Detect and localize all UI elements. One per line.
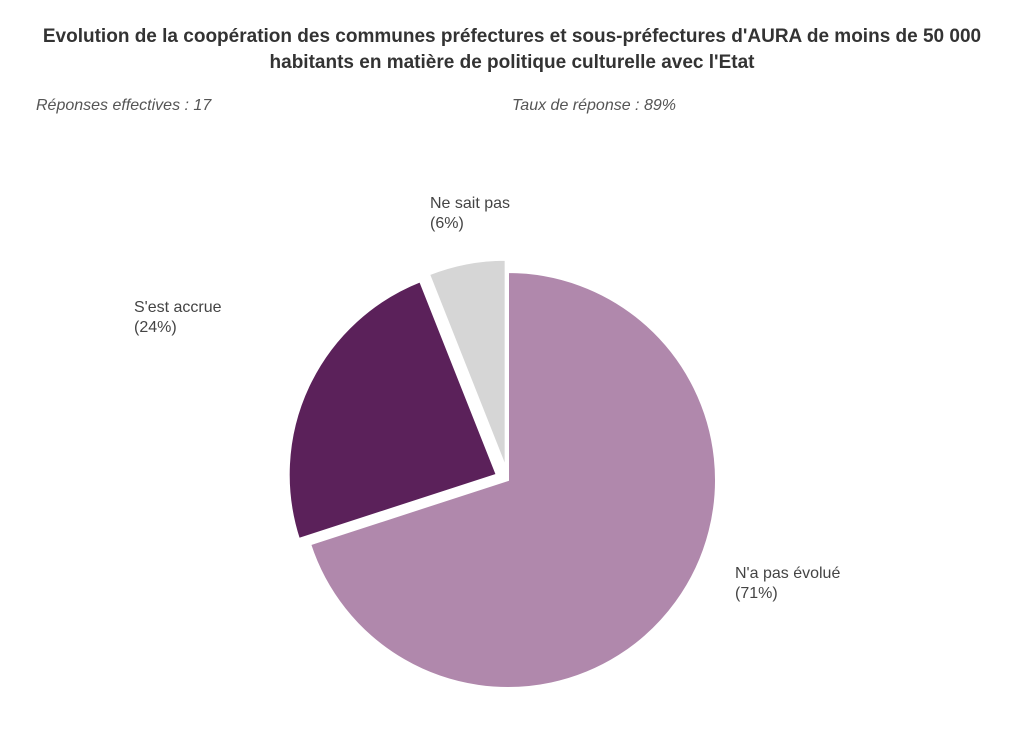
chart-title: Evolution de la coopération des communes… — [0, 0, 1024, 75]
pie-chart-area: Ne sait pas(6%) S'est accrue(24%) N'a pas … — [0, 170, 1024, 730]
pie-slice-label: Ne sait pas(6%) — [430, 194, 510, 234]
subtitle-row: Réponses effectives : 17 Taux de réponse… — [0, 75, 1024, 115]
response-rate: Taux de réponse : 89% — [512, 97, 988, 115]
pie-svg — [0, 170, 1024, 730]
pie-slice-label: S'est accrue(24%) — [134, 298, 222, 338]
pie-slice-label: N'a pas évolué(71%) — [735, 564, 840, 604]
responses-effective: Réponses effectives : 17 — [36, 97, 512, 115]
slice-label-line1: N'a pas évolué — [735, 564, 840, 584]
slice-label-line2: (6%) — [430, 214, 510, 234]
slice-label-line1: S'est accrue — [134, 298, 222, 318]
slice-label-line2: (24%) — [134, 318, 222, 338]
slice-label-line1: Ne sait pas — [430, 194, 510, 214]
pie-chart — [0, 170, 1024, 730]
slice-label-line2: (71%) — [735, 584, 840, 604]
